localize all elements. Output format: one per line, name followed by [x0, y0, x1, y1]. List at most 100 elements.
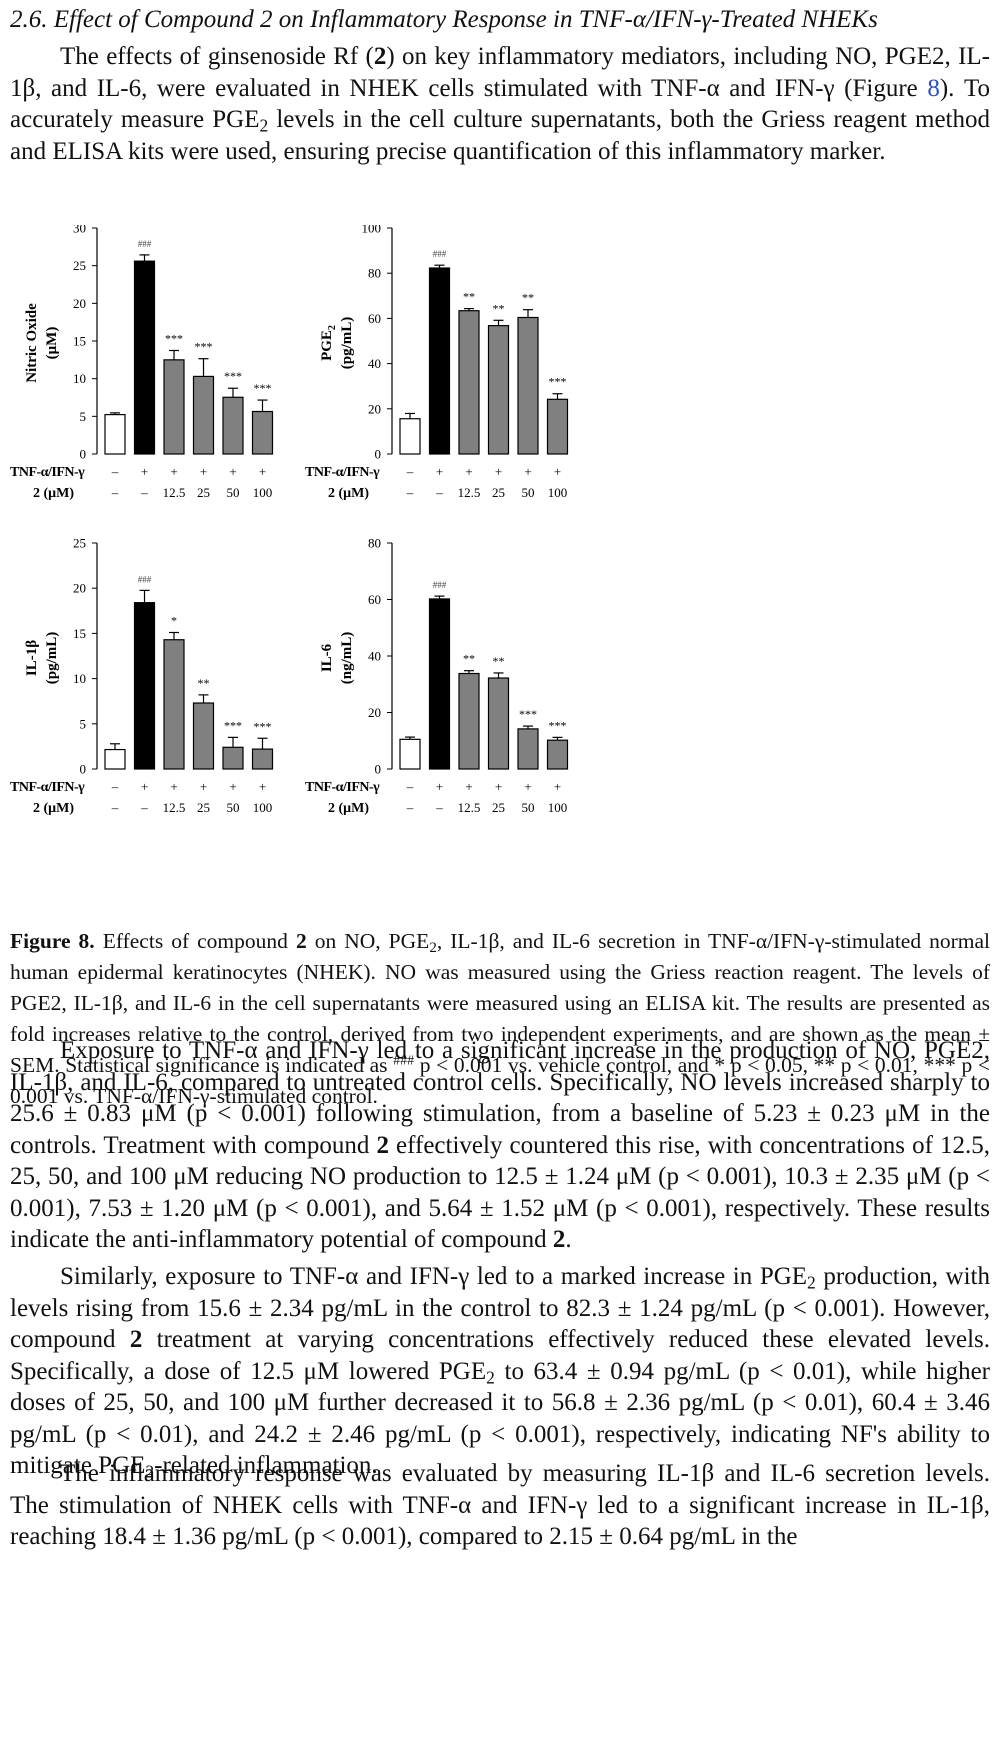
dose-label: –	[140, 800, 148, 815]
figure-8: 0 5 10 15 20 25 30 Nitric Oxide (μM) – – ### + – *** +1…	[0, 221, 1001, 915]
y-axis-label-line: IL-1β	[24, 640, 40, 676]
treatment-sign: –	[111, 464, 119, 479]
bar	[546, 739, 569, 770]
y-axis-label: IL-6 (ng/mL)	[319, 632, 355, 685]
dose-label: 50	[522, 485, 535, 500]
paragraph-text: Exposure to TNF-α and IFN-γ led to a sig…	[10, 1037, 990, 1159]
y-axis-label-line: PGE	[319, 330, 335, 361]
dose-label: 12.5	[458, 800, 481, 815]
dose-label: 50	[227, 485, 240, 500]
y-tick-label: 10	[73, 671, 86, 686]
y-tick-label: 40	[368, 649, 381, 664]
y-axis-label: Nitric Oxide (μM)	[24, 303, 60, 383]
y-tick-label: 100	[362, 225, 382, 236]
bar	[428, 598, 451, 770]
results-paragraph-1: Exposure to TNF-α and IFN-γ led to a sig…	[10, 1035, 990, 1256]
significance-label: ***	[519, 707, 537, 721]
dose-label: 12.5	[458, 485, 481, 500]
figure-link[interactable]: 8	[927, 74, 940, 102]
compound-number: 2	[295, 929, 307, 953]
dose-label: 100	[253, 485, 273, 500]
caption-text: , IL-1β, and IL-6 secretion in TNF-α/IFN…	[10, 929, 991, 1077]
row-label-dose: 2 (μM)	[328, 486, 369, 501]
significance-label: ***	[224, 718, 242, 732]
significance-label: ***	[549, 718, 567, 732]
compound-number: 2	[373, 43, 387, 70]
y-tick-label: 60	[368, 592, 381, 607]
bar	[546, 398, 569, 455]
paragraph-text: production, with levels rising from 15.6…	[10, 1263, 990, 1353]
y-axis-label-line: (pg/mL)	[339, 317, 355, 370]
y-axis-label-line: Nitric Oxide	[24, 303, 40, 383]
superscript: ###	[393, 1053, 415, 1069]
bar	[517, 316, 539, 455]
subscript: 2	[429, 939, 437, 956]
treatment-sign: +	[200, 779, 207, 794]
y-axis-label-line: IL-6	[319, 643, 335, 672]
dose-label: –	[140, 485, 148, 500]
significance-label: ***	[549, 375, 567, 389]
treatment-sign: +	[436, 779, 443, 794]
results-paragraph-3: The inflammatory response was evaluated …	[10, 1458, 990, 1553]
dose-label: 25	[492, 485, 505, 500]
significance-label: **	[198, 676, 210, 690]
bar	[222, 746, 244, 770]
bar	[133, 602, 156, 770]
treatment-sign: +	[436, 464, 443, 479]
subscript: 2	[259, 115, 269, 136]
row-label-dose: 2 (μM)	[33, 801, 74, 816]
y-tick-label: 80	[368, 536, 381, 551]
treatment-sign: +	[259, 464, 266, 479]
significance-label: ###	[433, 580, 447, 590]
treatment-sign: +	[170, 779, 177, 794]
bar	[222, 396, 244, 455]
dose-label: –	[406, 800, 414, 815]
significance-label: ###	[138, 239, 152, 249]
row-label-treatment: TNF-α/IFN-γ	[10, 780, 85, 795]
paragraph-text: effectively countered this rise, with co…	[10, 1131, 990, 1254]
significance-label: **	[493, 301, 505, 315]
y-tick-label: 25	[73, 258, 86, 273]
significance-label: **	[463, 652, 475, 666]
treatment-sign: –	[406, 464, 414, 479]
significance-label: ***	[224, 369, 242, 383]
intro-text: ). To accurately measure PGE	[10, 74, 990, 134]
bar	[133, 260, 156, 455]
dose-label: 100	[548, 800, 568, 815]
dose-label: –	[435, 485, 443, 500]
dose-label: 25	[197, 485, 210, 500]
significance-label: ###	[433, 249, 447, 259]
treatment-sign: +	[259, 779, 266, 794]
y-tick-label: 15	[73, 626, 86, 641]
subscript: 2	[486, 1366, 495, 1387]
figure-caption: Figure 8. Effects of compound 2 on NO, P…	[10, 926, 990, 1112]
treatment-sign: +	[465, 779, 472, 794]
caption-text: Effects of compound	[94, 929, 296, 953]
significance-label: ***	[165, 331, 183, 345]
treatment-sign: +	[229, 779, 236, 794]
significance-label: *	[171, 613, 177, 627]
y-tick-label: 80	[368, 266, 381, 281]
y-tick-label: 0	[375, 447, 382, 462]
y-tick-label: 5	[80, 716, 87, 731]
treatment-sign: +	[229, 464, 236, 479]
bar	[428, 267, 451, 455]
treatment-sign: +	[465, 464, 472, 479]
dose-label: 25	[492, 800, 505, 815]
y-axis-label-line: (ng/mL)	[339, 632, 355, 685]
dose-label: 12.5	[163, 485, 186, 500]
bar	[163, 639, 185, 770]
bar	[487, 677, 510, 770]
significance-label: ***	[195, 340, 213, 354]
section-heading: 2.6. Effect of Compound 2 on Inflammator…	[10, 6, 878, 33]
compound-number: 2	[129, 1326, 143, 1353]
paragraph-text: treatment at varying concentrations effe…	[10, 1326, 990, 1385]
caption-text: on NO, PGE	[306, 929, 430, 953]
y-tick-label: 20	[368, 705, 381, 720]
bar	[251, 748, 274, 770]
treatment-sign: +	[524, 464, 531, 479]
row-label-treatment: TNF-α/IFN-γ	[305, 780, 380, 795]
dose-label: 100	[548, 485, 568, 500]
bar	[192, 702, 215, 770]
